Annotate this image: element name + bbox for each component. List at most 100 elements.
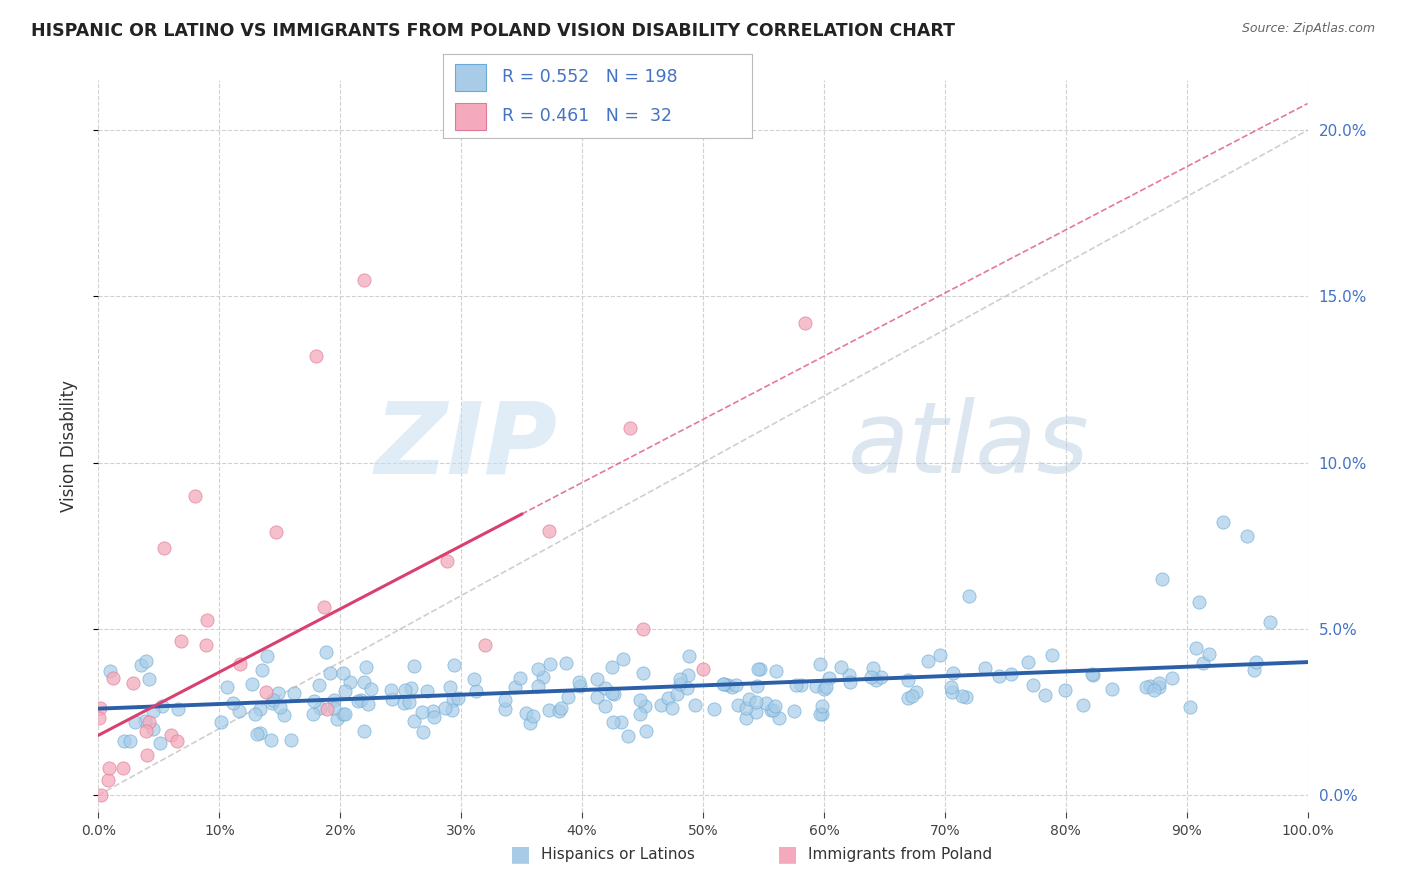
Point <box>813 681 835 696</box>
Point <box>763 699 786 714</box>
Point <box>761 703 783 717</box>
Point <box>416 684 439 698</box>
Point <box>585 672 607 686</box>
Point <box>98 761 121 775</box>
Point <box>901 689 924 703</box>
Point <box>152 541 174 556</box>
Point <box>308 701 330 715</box>
Point <box>957 589 980 603</box>
Point <box>138 673 160 687</box>
Point <box>325 712 347 726</box>
Point <box>896 690 918 705</box>
Point <box>568 675 591 690</box>
Point <box>333 683 356 698</box>
Point <box>527 679 550 693</box>
Point <box>1021 678 1043 692</box>
Point <box>897 673 920 687</box>
Point <box>246 727 269 741</box>
Point <box>950 689 973 703</box>
Point <box>713 677 735 691</box>
Point <box>817 672 839 686</box>
Point <box>865 673 887 688</box>
Point <box>735 701 758 715</box>
Point <box>593 681 616 696</box>
Point <box>721 681 744 695</box>
Point <box>602 687 624 701</box>
Point <box>810 657 832 672</box>
Point <box>134 714 156 728</box>
Point <box>353 724 375 739</box>
Text: Immigrants from Poland: Immigrants from Poland <box>808 847 993 862</box>
Point <box>283 686 305 700</box>
Point <box>129 657 152 672</box>
Point <box>399 681 422 695</box>
Point <box>665 687 688 701</box>
Point <box>550 701 572 715</box>
Text: R = 0.461   N =  32: R = 0.461 N = 32 <box>502 107 672 125</box>
Bar <box>456 103 486 130</box>
Point <box>745 705 768 719</box>
Point <box>89 711 111 725</box>
Point <box>747 679 769 693</box>
Point <box>811 699 834 714</box>
Point <box>394 696 416 710</box>
Point <box>1191 656 1213 670</box>
Point <box>749 662 772 676</box>
Point <box>554 656 576 670</box>
Point <box>527 662 550 676</box>
Point <box>657 691 679 706</box>
Point <box>434 700 457 714</box>
Point <box>243 706 266 721</box>
Point <box>793 316 815 330</box>
Point <box>260 733 283 747</box>
Point <box>150 699 173 714</box>
Point <box>988 668 1011 682</box>
Point <box>692 662 714 676</box>
Point <box>634 699 657 714</box>
Point <box>905 685 928 699</box>
Point <box>423 710 446 724</box>
Point <box>1212 516 1234 530</box>
Text: ■: ■ <box>510 845 530 864</box>
Point <box>586 690 609 705</box>
Point <box>811 706 834 721</box>
Point <box>616 729 638 743</box>
Point <box>1017 655 1039 669</box>
Point <box>411 706 433 720</box>
Point <box>380 682 402 697</box>
Point <box>1243 663 1265 677</box>
Point <box>441 693 464 707</box>
Point <box>305 349 328 363</box>
Point <box>333 707 356 722</box>
Point <box>135 724 157 739</box>
Point <box>1040 648 1063 663</box>
Point <box>1081 668 1104 682</box>
Point <box>217 680 239 694</box>
Point <box>170 634 193 648</box>
Point <box>676 667 699 681</box>
Point <box>463 672 485 686</box>
Point <box>955 690 977 705</box>
Point <box>440 702 463 716</box>
Point <box>1143 682 1166 697</box>
Point <box>260 696 283 710</box>
Point <box>252 663 274 677</box>
Point <box>124 714 146 729</box>
Point <box>830 660 852 674</box>
Point <box>716 678 738 692</box>
Point <box>1071 698 1094 712</box>
Point <box>90 788 112 802</box>
Point <box>402 659 425 673</box>
Point <box>357 697 380 711</box>
Point <box>160 728 183 742</box>
Point <box>917 654 939 668</box>
Point <box>538 657 561 671</box>
Point <box>1198 647 1220 661</box>
Point <box>1147 676 1170 690</box>
Point <box>859 670 882 684</box>
Point <box>256 648 278 663</box>
Point <box>308 678 330 692</box>
Point <box>446 691 468 706</box>
Point <box>595 698 617 713</box>
Point <box>661 701 683 715</box>
